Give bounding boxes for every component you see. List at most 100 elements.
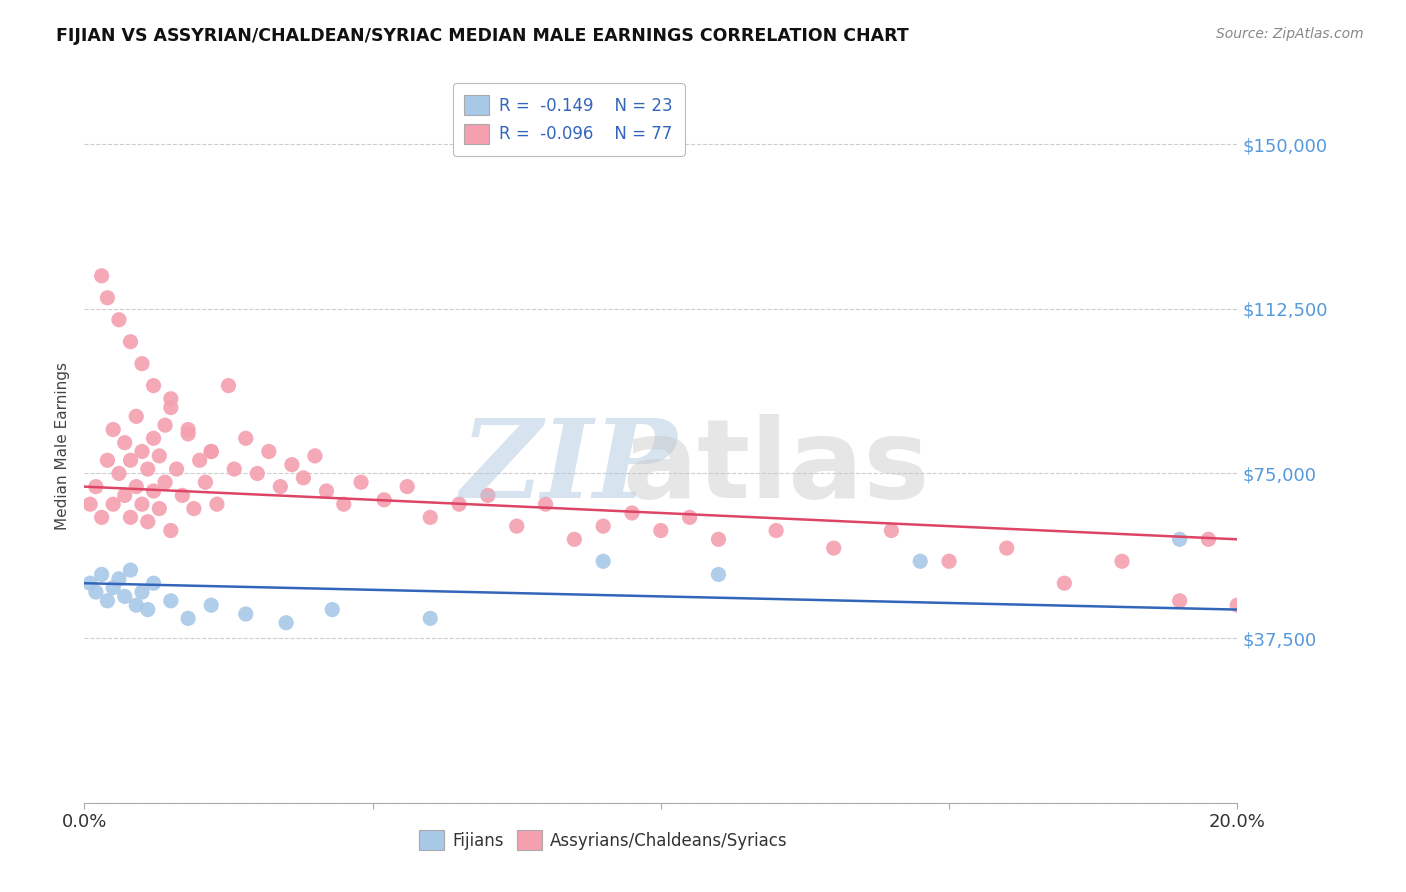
Point (131, 444, 153, 458)
Point (449, 497, 471, 511)
Point (592, 519, 614, 533)
Point (108, 467, 131, 481)
Point (114, 590, 136, 604)
Point (333, 497, 356, 511)
Point (1198, 533, 1220, 547)
Point (679, 510, 702, 524)
Point (177, 426, 200, 441)
Point (269, 480, 291, 494)
Text: FIJIAN VS ASSYRIAN/CHALDEAN/SYRIAC MEDIAN MALE EARNINGS CORRELATION CHART: FIJIAN VS ASSYRIAN/CHALDEAN/SYRIAC MEDIA… (56, 27, 910, 45)
Point (707, 567, 730, 582)
Point (304, 449, 326, 463)
Point (142, 576, 165, 591)
Point (183, 501, 205, 516)
Point (120, 510, 142, 524)
Point (108, 312, 131, 326)
Point (96, 594, 118, 608)
Point (125, 409, 148, 424)
Point (995, 541, 1018, 555)
Point (218, 378, 240, 392)
Y-axis label: Median Male Earnings: Median Male Earnings (55, 362, 70, 530)
Point (564, 533, 586, 547)
Point (131, 585, 153, 599)
Point (1168, 594, 1191, 608)
Point (136, 462, 159, 476)
Point (200, 444, 222, 458)
Point (114, 435, 136, 450)
Point (120, 453, 142, 467)
Point (148, 501, 170, 516)
Point (246, 467, 269, 481)
Point (96, 453, 118, 467)
Point (142, 483, 165, 498)
Point (621, 506, 644, 520)
Point (823, 541, 845, 555)
Point (84, 585, 107, 599)
Point (142, 378, 165, 392)
Point (200, 444, 222, 458)
Point (79, 576, 101, 591)
Point (1226, 598, 1249, 612)
Point (281, 458, 304, 472)
Point (84, 480, 107, 494)
Point (1053, 576, 1076, 591)
Point (136, 515, 159, 529)
Point (148, 449, 170, 463)
Legend: Fijians, Assyrians/Chaldeans/Syriacs: Fijians, Assyrians/Chaldeans/Syriacs (411, 822, 796, 859)
Point (160, 392, 183, 406)
Point (419, 510, 441, 524)
Point (292, 471, 315, 485)
Point (160, 594, 183, 608)
Point (235, 607, 257, 621)
Point (125, 480, 148, 494)
Text: ZIP: ZIP (460, 414, 676, 521)
Point (321, 602, 343, 616)
Point (131, 497, 153, 511)
Point (120, 334, 142, 349)
Point (224, 462, 246, 476)
Point (373, 492, 395, 507)
Point (177, 611, 200, 625)
Point (166, 462, 188, 476)
Point (200, 598, 222, 612)
Point (419, 611, 441, 625)
Point (90, 510, 112, 524)
Text: Source: ZipAtlas.com: Source: ZipAtlas.com (1216, 27, 1364, 41)
Point (188, 453, 211, 467)
Point (205, 497, 228, 511)
Point (114, 488, 136, 502)
Point (103, 423, 124, 437)
Point (506, 519, 529, 533)
Point (160, 401, 183, 415)
Point (276, 615, 298, 630)
Point (96, 291, 118, 305)
Point (108, 572, 131, 586)
Text: atlas: atlas (623, 414, 929, 521)
Point (315, 483, 337, 498)
Point (79, 497, 101, 511)
Point (938, 554, 960, 568)
Point (707, 533, 730, 547)
Point (1168, 533, 1191, 547)
Point (1111, 554, 1133, 568)
Point (194, 475, 217, 490)
Point (257, 444, 280, 458)
Point (90, 268, 112, 283)
Point (131, 357, 153, 371)
Point (235, 431, 257, 445)
Point (650, 524, 672, 538)
Point (477, 488, 499, 502)
Point (592, 554, 614, 568)
Point (153, 418, 176, 433)
Point (534, 497, 557, 511)
Point (125, 598, 148, 612)
Point (765, 524, 787, 538)
Point (103, 581, 124, 595)
Point (90, 567, 112, 582)
Point (172, 488, 194, 502)
Point (880, 524, 903, 538)
Point (120, 563, 142, 577)
Point (910, 554, 932, 568)
Point (142, 431, 165, 445)
Point (160, 524, 183, 538)
